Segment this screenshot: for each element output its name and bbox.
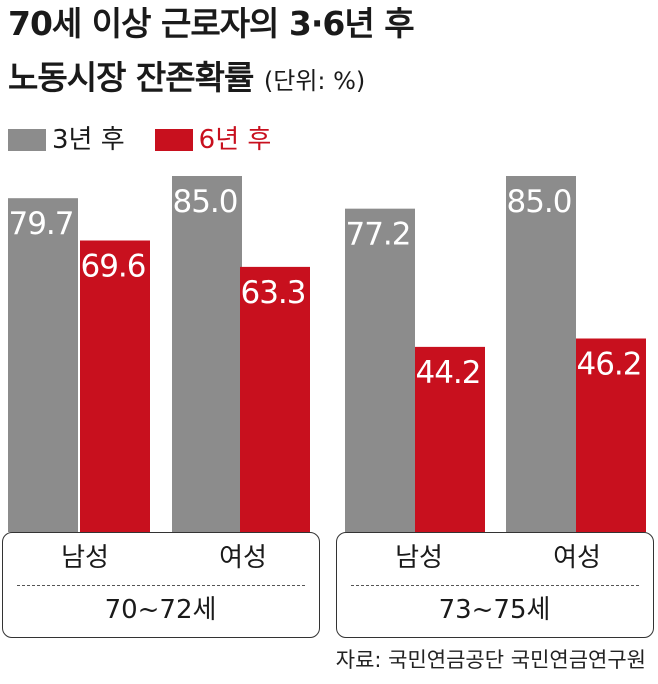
group-box-70-72: 남성 여성 70~72세 [2, 532, 320, 638]
legend-label-6yr: 6년 후 [198, 125, 272, 155]
category-label-female: 여성 [219, 543, 267, 573]
unit-label: (단위: %) [263, 67, 366, 95]
bar-3yr [345, 208, 415, 533]
legend-label-3yr: 3년 후 [52, 125, 125, 155]
legend-swatch-6yr [154, 129, 193, 151]
group-label-73-75: 73~75세 [438, 595, 551, 625]
bar-6yr [415, 346, 485, 532]
legend: 3년 후 6년 후 [8, 124, 301, 156]
data-label: 69.6 [80, 248, 145, 284]
chart-title-line2: 노동시장 잔존확률 (단위: %) [8, 58, 365, 101]
data-label: 44.2 [415, 355, 480, 391]
data-label: 85.0 [172, 184, 237, 220]
chart-title-text: 노동시장 잔존확률 [8, 58, 254, 97]
group-divider [351, 585, 639, 586]
bar-3yr [506, 176, 576, 532]
group-label-70-72: 70~72세 [104, 595, 217, 625]
bar-3yr [8, 198, 78, 533]
group-box-73-75: 남성 여성 73~75세 [336, 532, 654, 638]
group-divider [17, 585, 305, 586]
legend-item-6yr: 6년 후 [154, 124, 272, 156]
category-label-male: 남성 [61, 543, 109, 573]
data-label: 79.7 [8, 206, 73, 242]
legend-item-3yr: 3년 후 [8, 124, 125, 156]
bar-6yr [576, 338, 646, 532]
bar-3yr [172, 176, 242, 532]
category-label-female: 여성 [553, 543, 601, 573]
data-label: 85.0 [506, 184, 571, 220]
legend-swatch-3yr [8, 129, 46, 151]
source-note: 자료: 국민연금공단 국민연금연구원 [335, 648, 646, 672]
bar-6yr [80, 240, 150, 532]
data-label: 77.2 [345, 217, 410, 253]
bar-6yr [240, 266, 310, 532]
category-label-male: 남성 [395, 543, 443, 573]
data-label: 46.2 [576, 347, 641, 383]
data-label: 63.3 [240, 275, 305, 311]
chart-title-line1: 70세 이상 근로자의 3·6년 후 [8, 4, 415, 43]
